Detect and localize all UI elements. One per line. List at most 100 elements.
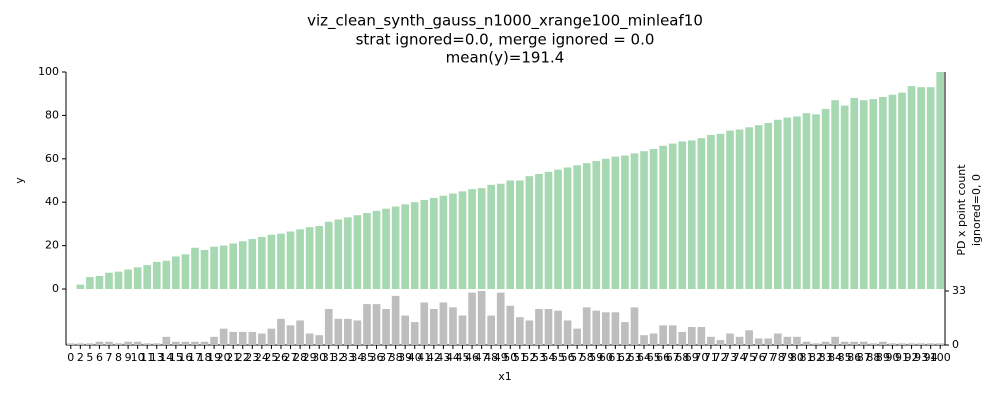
x-tick-label: 88 xyxy=(866,351,880,364)
bar xyxy=(430,309,438,345)
bar xyxy=(277,233,285,289)
bar xyxy=(554,169,562,289)
bar xyxy=(678,331,687,345)
bar xyxy=(907,343,916,345)
bar xyxy=(258,236,266,289)
bar xyxy=(506,305,515,345)
bar xyxy=(229,331,238,345)
bar xyxy=(420,200,429,289)
x-tick-label: 42 xyxy=(427,351,441,364)
x-tick-label: 67 xyxy=(666,351,680,364)
bar xyxy=(745,127,753,290)
chart-title: viz_clean_synth_gauss_n1000_xrange100_mi… xyxy=(307,12,703,31)
bar xyxy=(831,100,839,290)
bar xyxy=(621,322,629,345)
bar xyxy=(372,304,381,345)
x-tick-label: 26 xyxy=(274,351,288,364)
x-tick-label: 58 xyxy=(580,351,594,364)
bar xyxy=(554,310,562,345)
bar xyxy=(592,160,601,289)
bar xyxy=(563,167,572,289)
bar xyxy=(516,317,524,345)
bar xyxy=(95,275,104,289)
bar xyxy=(840,341,849,345)
x-tick-label: 74 xyxy=(733,351,747,364)
bar xyxy=(391,206,400,289)
bar xyxy=(802,341,811,345)
x-tick-label: 23 xyxy=(245,351,259,364)
x-tick-label: 69 xyxy=(685,351,699,364)
bar xyxy=(401,315,410,345)
x-tick-label: 41 xyxy=(417,351,431,364)
y-axis-label: PD x point count xyxy=(955,164,968,256)
x-tick-label: 10 xyxy=(131,351,145,364)
bar xyxy=(687,327,696,345)
bar xyxy=(917,87,925,289)
bar xyxy=(181,254,190,289)
bar xyxy=(525,320,534,345)
x-tick-label: 19 xyxy=(207,351,221,364)
bar xyxy=(659,145,667,289)
bar xyxy=(86,277,94,289)
bar xyxy=(859,341,868,345)
bar xyxy=(391,295,400,345)
bar xyxy=(219,245,228,289)
bar xyxy=(582,163,591,289)
bar xyxy=(869,343,878,345)
bar xyxy=(286,231,295,289)
bar xyxy=(773,333,782,345)
bar xyxy=(879,341,887,345)
bar xyxy=(850,98,859,289)
bar xyxy=(707,336,715,345)
bar xyxy=(592,310,601,345)
bar xyxy=(621,155,629,289)
bar xyxy=(783,336,792,345)
bar xyxy=(754,125,763,289)
bar xyxy=(487,184,495,289)
bar xyxy=(640,335,648,345)
bar xyxy=(601,312,610,345)
x-tick-label: 68 xyxy=(675,351,689,364)
x-tick-label: 93 xyxy=(914,351,928,364)
bar xyxy=(735,129,744,289)
bar xyxy=(812,114,820,289)
bar xyxy=(162,336,171,345)
bar xyxy=(468,189,476,289)
bar xyxy=(573,328,581,345)
x-tick-label: 90 xyxy=(885,351,899,364)
bar xyxy=(200,341,209,345)
x-tick-label: 33 xyxy=(341,351,355,364)
bar xyxy=(611,312,620,345)
bar xyxy=(831,336,839,345)
bar xyxy=(191,247,199,289)
bar xyxy=(888,343,897,345)
bar xyxy=(630,307,639,345)
bar xyxy=(840,105,849,289)
bar xyxy=(535,309,543,345)
bar xyxy=(449,193,457,289)
bar xyxy=(821,341,830,345)
bar xyxy=(888,94,897,289)
x-tick-label: 16 xyxy=(178,351,192,364)
bar xyxy=(917,343,925,345)
x-tick-label: 52 xyxy=(522,351,536,364)
bar xyxy=(754,338,763,345)
bar xyxy=(133,267,142,289)
bar xyxy=(449,307,457,345)
bar xyxy=(152,343,161,345)
bar xyxy=(773,119,782,290)
x-tick-label: 64 xyxy=(637,351,651,364)
bar xyxy=(535,173,543,289)
bar xyxy=(162,260,171,289)
bar xyxy=(382,309,390,345)
bar xyxy=(296,320,304,345)
bar xyxy=(334,219,343,289)
x-tick-label: 0 xyxy=(67,351,74,364)
bar xyxy=(697,138,706,289)
x-tick-label: 31 xyxy=(322,351,336,364)
bar xyxy=(468,292,476,345)
bar xyxy=(420,302,429,345)
bar xyxy=(248,239,257,289)
x-tick-label: 79 xyxy=(780,351,794,364)
bar xyxy=(907,86,916,289)
